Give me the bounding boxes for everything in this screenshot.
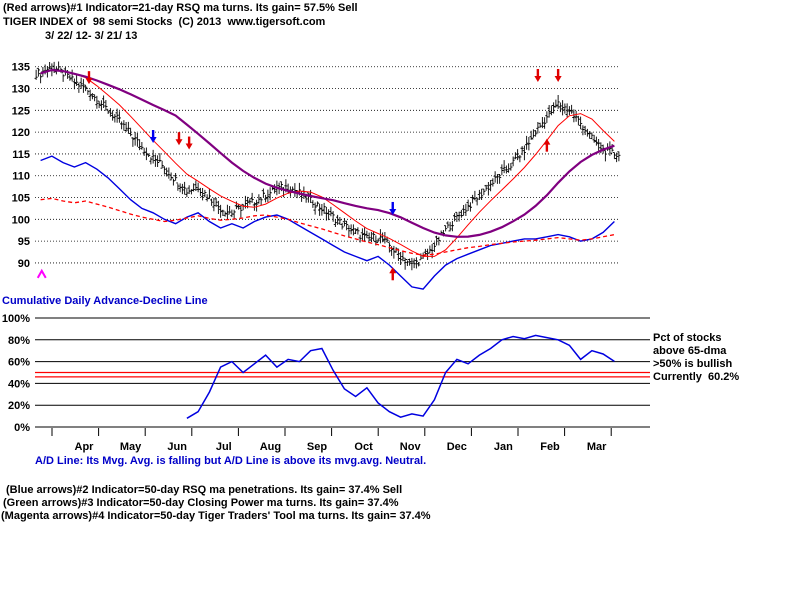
- svg-text:Mar: Mar: [587, 441, 607, 453]
- line-21-day-ma: [40, 69, 615, 257]
- svg-text:90: 90: [18, 258, 30, 270]
- svg-text:Aug: Aug: [260, 441, 281, 453]
- svg-text:Apr: Apr: [75, 441, 95, 453]
- svg-text:Feb: Feb: [540, 441, 560, 453]
- date-range: 3/ 22/ 12- 3/ 21/ 13: [45, 30, 138, 42]
- svg-text:100: 100: [12, 214, 30, 226]
- ad-line-comment: A/D Line: Its Mvg. Avg. is falling but A…: [35, 455, 427, 467]
- indicator-1-header: (Red arrows)#1 Indicator=21-day RSQ ma t…: [3, 2, 358, 14]
- svg-text:Oct: Oct: [354, 441, 373, 453]
- pct-note-line-1: Pct of stocks: [653, 332, 722, 344]
- bullish-threshold-lines: [35, 371, 650, 378]
- svg-text:Dec: Dec: [447, 441, 467, 453]
- indicator-3-footer: (Green arrows)#3 Indicator=50-day Closin…: [3, 497, 399, 509]
- indicator-2-footer: (Blue arrows)#2 Indicator=50-day RSQ ma …: [6, 484, 403, 496]
- svg-text:40%: 40%: [8, 378, 30, 390]
- signal-arrows: [36, 68, 562, 281]
- svg-text:Jan: Jan: [494, 441, 513, 453]
- svg-text:95: 95: [18, 236, 30, 248]
- svg-text:135: 135: [12, 62, 30, 74]
- ad-line-title: Cumulative Daily Advance-Decline Line: [2, 295, 208, 307]
- svg-text:Jun: Jun: [167, 441, 187, 453]
- svg-text:0%: 0%: [14, 422, 30, 434]
- pct-above-65dma-line: [186, 334, 615, 419]
- indicator-4-footer: (Magenta arrows)#4 Indicator=50-day Tige…: [1, 510, 431, 522]
- pct-gridlines: 100% 80% 60% 40% 20% 0%: [2, 313, 650, 434]
- svg-text:80%: 80%: [8, 335, 30, 347]
- svg-text:100%: 100%: [2, 313, 30, 325]
- line-closing-power: [40, 155, 615, 290]
- svg-text:115: 115: [12, 149, 30, 161]
- pct-note-line-2: above 65-dma: [653, 345, 727, 357]
- pct-note-line-3: >50% is bullish: [653, 358, 733, 370]
- svg-text:May: May: [120, 441, 142, 453]
- svg-text:Nov: Nov: [400, 441, 422, 453]
- svg-text:Jul: Jul: [216, 441, 232, 453]
- svg-text:120: 120: [12, 127, 30, 139]
- month-axis: Apr May Jun Jul Aug Sep Oct Nov Dec Jan Feb Mar: [51, 428, 612, 453]
- chart-title: TIGER INDEX of 98 semi Stocks (C) 2013 w…: [3, 16, 326, 28]
- svg-text:Sep: Sep: [307, 441, 327, 453]
- price-gridlines: 135 130 125 120 115 110 105 100 95 90: [12, 62, 620, 270]
- line-65-day-ma: [40, 68, 615, 238]
- pct-current-value: Currently 60.2%: [653, 371, 740, 383]
- svg-text:20%: 20%: [8, 400, 30, 412]
- svg-text:105: 105: [12, 193, 30, 205]
- svg-text:60%: 60%: [8, 357, 30, 369]
- svg-text:110: 110: [12, 171, 30, 183]
- svg-text:125: 125: [12, 105, 30, 117]
- svg-text:130: 130: [12, 84, 30, 96]
- line-relative-strength: [40, 197, 615, 256]
